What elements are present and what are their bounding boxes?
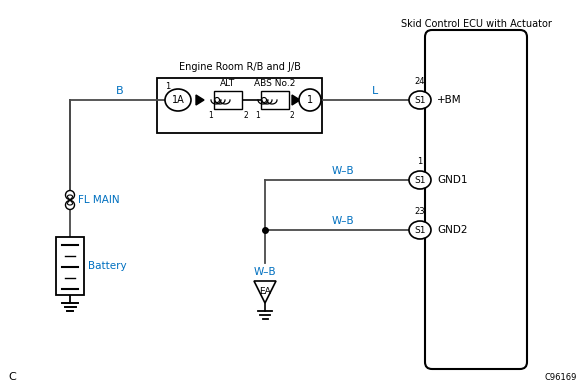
- Bar: [214, 91, 242, 109]
- Polygon shape: [292, 95, 300, 105]
- Text: Engine Room R/B and J/B: Engine Room R/B and J/B: [178, 62, 301, 72]
- Polygon shape: [196, 95, 204, 105]
- Circle shape: [66, 200, 74, 209]
- Text: 2: 2: [290, 111, 295, 120]
- Text: GND1: GND1: [437, 175, 467, 185]
- Ellipse shape: [409, 91, 431, 109]
- Ellipse shape: [299, 89, 321, 111]
- Bar: [261, 91, 289, 109]
- Text: W–B: W–B: [331, 166, 354, 176]
- Circle shape: [261, 98, 267, 102]
- Text: C96169: C96169: [545, 373, 577, 382]
- Text: EA: EA: [259, 287, 271, 296]
- Bar: [56, 237, 84, 295]
- Text: C: C: [8, 372, 16, 382]
- Text: GND2: GND2: [437, 225, 467, 235]
- Ellipse shape: [409, 171, 431, 189]
- Text: 1A: 1A: [171, 95, 184, 105]
- Text: 1: 1: [307, 95, 313, 105]
- Circle shape: [215, 98, 219, 102]
- Text: 24: 24: [415, 77, 425, 86]
- Text: B: B: [116, 86, 124, 96]
- Polygon shape: [254, 281, 276, 303]
- Text: 1: 1: [417, 157, 422, 166]
- Text: S1: S1: [414, 96, 426, 105]
- Text: 1: 1: [166, 82, 171, 91]
- Text: S1: S1: [414, 225, 426, 234]
- Text: 1: 1: [208, 111, 213, 120]
- Text: Skid Control ECU with Actuator: Skid Control ECU with Actuator: [401, 19, 552, 29]
- Text: 1: 1: [255, 111, 260, 120]
- Circle shape: [66, 191, 74, 200]
- Text: FL MAIN: FL MAIN: [78, 195, 119, 205]
- Text: 23: 23: [415, 207, 425, 216]
- Ellipse shape: [165, 89, 191, 111]
- Text: L: L: [372, 86, 378, 96]
- Text: W–B: W–B: [254, 267, 276, 277]
- Ellipse shape: [409, 221, 431, 239]
- Text: ALT: ALT: [221, 79, 236, 88]
- Bar: [157, 78, 322, 133]
- Text: S1: S1: [414, 176, 426, 185]
- Text: 2: 2: [243, 111, 248, 120]
- FancyBboxPatch shape: [425, 30, 527, 369]
- Text: ABS No.2: ABS No.2: [254, 79, 295, 88]
- Text: W–B: W–B: [331, 216, 354, 226]
- Text: +BM: +BM: [437, 95, 462, 105]
- Text: Battery: Battery: [88, 261, 126, 271]
